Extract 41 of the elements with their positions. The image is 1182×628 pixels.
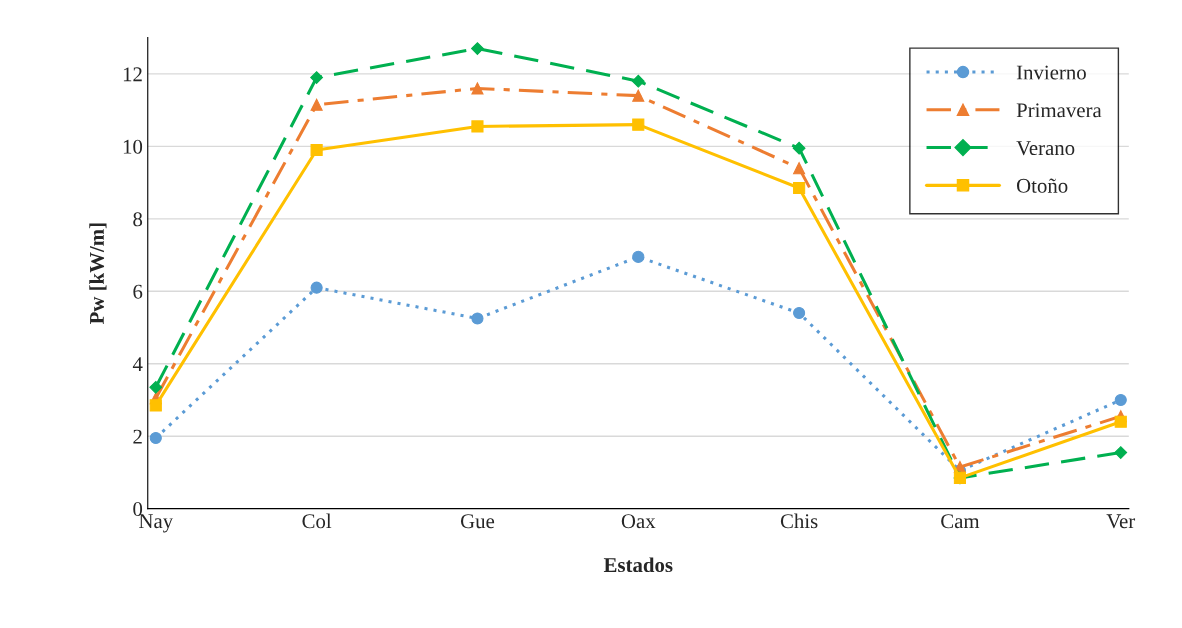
x-tick-label: Chis <box>780 513 818 529</box>
point <box>149 399 162 412</box>
x-tick-label: Gue <box>460 514 495 529</box>
legend-label: Invierno <box>1016 65 1086 80</box>
x-tick-label: Oax <box>621 514 656 529</box>
point <box>793 306 806 320</box>
point <box>310 143 323 157</box>
point <box>471 42 484 55</box>
y-tick-label: 4 <box>132 357 143 371</box>
y-tick-label: 10 <box>123 139 143 154</box>
x-tick-label: Nay <box>139 514 174 533</box>
point <box>1114 446 1128 459</box>
x-tick-label: Cam <box>941 514 980 529</box>
point <box>1114 393 1127 407</box>
point <box>149 431 162 445</box>
point <box>793 181 806 195</box>
y-axis-title: Pw [kW/m] <box>89 223 107 325</box>
point <box>310 71 324 84</box>
legend-label: Primavera <box>1016 103 1102 118</box>
point <box>792 141 806 155</box>
y-tick-label: 8 <box>133 212 143 227</box>
x-tick-label: Ver <box>1106 514 1136 529</box>
point <box>631 74 645 88</box>
point <box>149 380 163 394</box>
point <box>310 98 323 111</box>
legend-label: Verano <box>1016 141 1075 156</box>
point <box>1114 415 1127 428</box>
y-tick-label: 12 <box>123 67 142 82</box>
point <box>471 82 484 95</box>
point <box>310 281 323 294</box>
y-tick-label: 6 <box>133 284 143 299</box>
x-tick-label: Col <box>302 513 332 529</box>
point <box>471 312 484 325</box>
point <box>471 120 484 133</box>
point <box>793 162 806 175</box>
point <box>632 89 645 102</box>
point <box>632 250 645 263</box>
x-axis-title: Estados <box>603 557 673 573</box>
y-tick-label: 2 <box>133 429 142 444</box>
legend-label: Otoño <box>1016 178 1068 193</box>
point <box>632 118 645 131</box>
